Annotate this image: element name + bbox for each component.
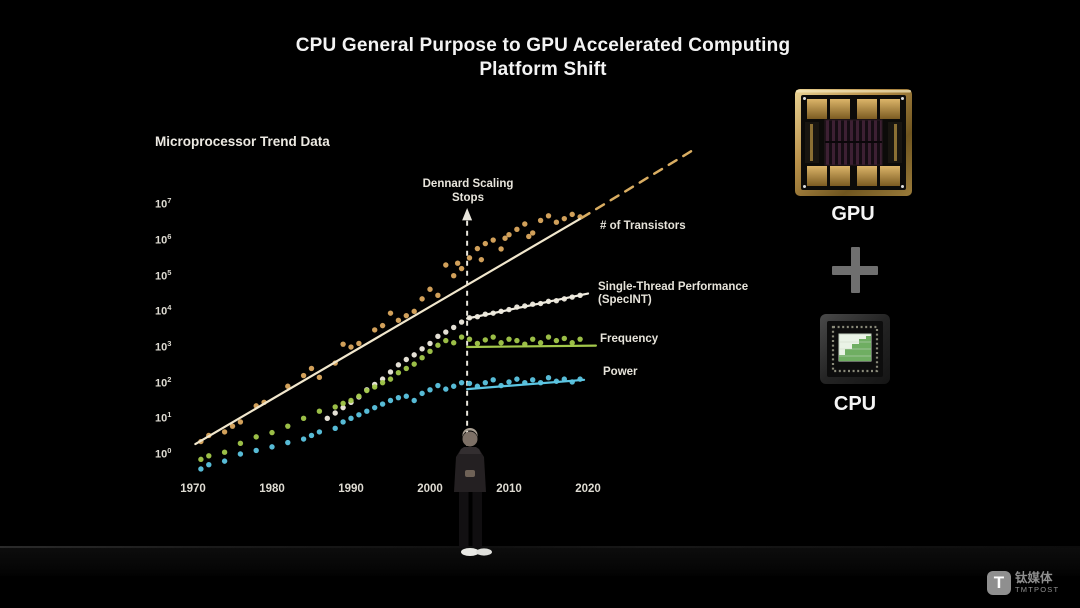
label-single-thread-line2: (SpecINT) <box>598 294 652 307</box>
tmtpost-watermark: T 钛媒体 TMTPOST <box>987 571 1059 595</box>
tmtpost-logo-icon: T <box>987 571 1011 595</box>
x-axis-label: 1970 <box>180 483 206 495</box>
x-axis-label: 1980 <box>259 483 285 495</box>
tmtpost-name-cn: 钛媒体 <box>1015 571 1053 585</box>
plus-icon <box>832 247 878 293</box>
stage-edge <box>0 546 1080 548</box>
y-axis-label: 106 <box>155 232 172 247</box>
x-axis-label: 2020 <box>575 483 601 495</box>
y-axis-label: 104 <box>155 303 172 319</box>
cpu-chip-image <box>820 314 890 384</box>
y-axis-label: 100 <box>155 446 172 461</box>
tmtpost-name: 钛媒体 TMTPOST <box>1015 571 1060 595</box>
y-axis-label: 107 <box>155 196 172 212</box>
dennard-annotation: Dennard Scaling Stops <box>398 178 538 206</box>
label-single-thread-line1: Single-Thread Performance <box>598 281 749 293</box>
label-frequency: Frequency <box>600 333 659 345</box>
tmtpost-name-en: TMTPOST <box>1015 585 1060 594</box>
dennard-annotation-line1: Dennard Scaling <box>422 178 514 190</box>
x-axis-label: 2000 <box>417 483 443 495</box>
stage-floor <box>0 548 1080 576</box>
label-transistors: # of Transistors <box>600 220 686 232</box>
y-axis-label: 105 <box>155 267 172 283</box>
y-axis-label: 101 <box>155 410 172 425</box>
slide-title: CPU General Purpose to GPU Accelerated C… <box>295 35 791 80</box>
label-power: Power <box>603 366 638 378</box>
cpu-caption: CPU <box>833 393 877 415</box>
chart-title: Microprocessor Trend Data <box>155 134 330 149</box>
gpu-chip-image <box>795 89 912 196</box>
gpu-caption: GPU <box>831 203 875 225</box>
plus-icon-bar-vertical <box>851 247 860 293</box>
x-axis-label: 2010 <box>496 483 522 495</box>
presenter-figure <box>454 428 492 556</box>
x-axis-label: 1990 <box>338 483 364 495</box>
label-single-thread: Single-Thread Performance (SpecINT) <box>598 281 748 307</box>
y-axis-label: 102 <box>155 374 172 390</box>
y-axis-label: 103 <box>155 339 172 354</box>
dennard-annotation-line2: Stops <box>452 191 484 204</box>
